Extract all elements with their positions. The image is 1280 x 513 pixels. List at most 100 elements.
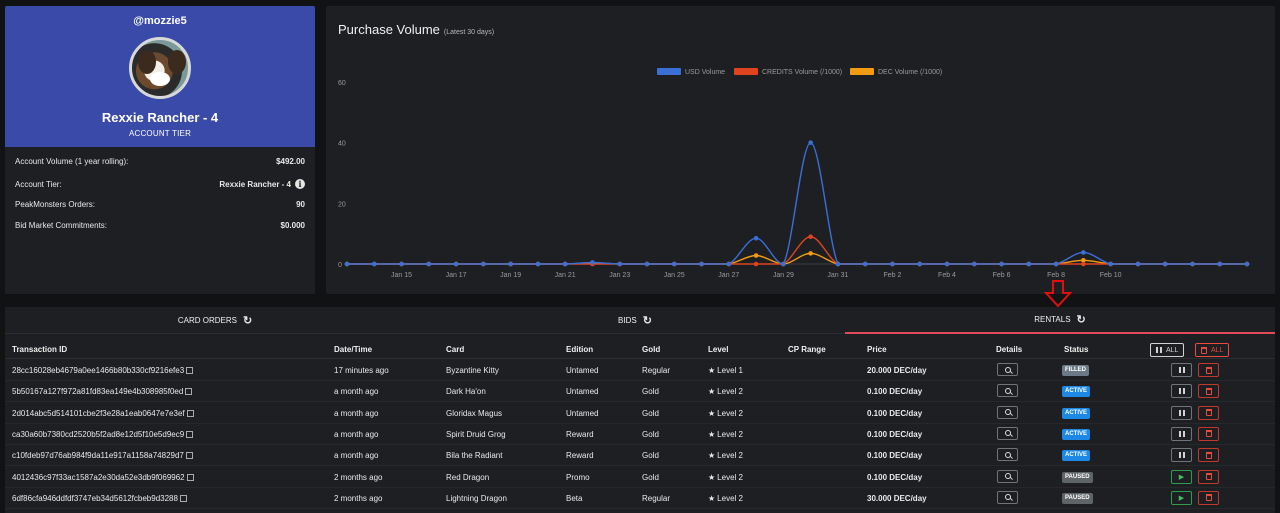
col-transaction-id[interactable]: Transaction ID xyxy=(12,345,68,354)
details-button[interactable] xyxy=(997,405,1018,419)
status-badge: PAUSED xyxy=(1062,492,1093,504)
stat-value: $492.00 xyxy=(276,157,305,166)
delete-button[interactable] xyxy=(1198,490,1219,505)
cell-gold: Gold xyxy=(642,429,659,439)
refresh-icon[interactable]: ↻ xyxy=(242,315,253,327)
cell-card[interactable]: Red Dragon xyxy=(446,472,490,482)
cell-tx[interactable]: 2d014abc5d514101cbe2f3e28a1eab0647e7e3ef xyxy=(12,409,194,418)
external-link-icon[interactable] xyxy=(186,409,194,417)
details-button[interactable] xyxy=(997,384,1018,398)
refresh-icon[interactable]: ↻ xyxy=(642,315,652,327)
pause-button[interactable] xyxy=(1171,448,1192,463)
transaction-id-link[interactable]: 4012436c97f33ac1587a2e30da52e3db9f069962 xyxy=(12,472,185,482)
delete-button[interactable] xyxy=(1198,469,1219,484)
cell-edition: Untamed xyxy=(566,408,599,418)
delete-button[interactable] xyxy=(1198,426,1219,441)
data-point xyxy=(1244,261,1250,267)
cell-tx[interactable]: ca30a60b7380cd2520b5f2ad8e12d5f10e5d9ec9 xyxy=(12,429,194,439)
external-link-icon[interactable] xyxy=(179,494,187,502)
cell-price: 0.100 DEC/day xyxy=(867,408,923,418)
x-tick-label: Jan 17 xyxy=(446,272,467,279)
cell-tx[interactable]: 4012436c97f33ac1587a2e30da52e3db9f069962 xyxy=(12,473,194,482)
delete-button[interactable] xyxy=(1198,448,1219,463)
transaction-id-link[interactable]: c10fdeb97d76ab984f9da11e917a1158a74829d7 xyxy=(12,451,184,461)
transaction-id-link[interactable]: 28cc16028eb4679a0ee1466b80b330cf9216efe3 xyxy=(12,366,185,375)
col-level[interactable]: Level xyxy=(708,345,729,354)
pause-button[interactable] xyxy=(1171,426,1192,441)
cell-card[interactable]: Dark Ha'on xyxy=(446,387,486,397)
cell-tx[interactable]: c10fdeb97d76ab984f9da11e917a1158a74829d7 xyxy=(12,451,193,460)
col-card[interactable]: Card xyxy=(446,345,465,354)
col-date[interactable]: Date/Time xyxy=(334,345,373,354)
data-point xyxy=(371,261,377,267)
external-link-icon[interactable] xyxy=(185,452,193,460)
delete-all-label: ALL xyxy=(1211,346,1224,354)
col-status[interactable]: Status xyxy=(1064,345,1089,354)
pause-button[interactable] xyxy=(1171,384,1192,399)
details-button[interactable] xyxy=(997,426,1018,440)
transaction-id-link[interactable]: ca30a60b7380cd2520b5f2ad8e12d5f10e5d9ec9 xyxy=(12,429,185,439)
pause-button[interactable] xyxy=(1171,363,1192,377)
col-edition[interactable]: Edition xyxy=(566,345,594,354)
external-link-icon[interactable] xyxy=(185,388,193,396)
cell-edition: Promo xyxy=(566,472,590,482)
cell-card[interactable]: Spirit Druid Grog xyxy=(446,429,506,439)
cell-gold: Regular xyxy=(642,493,671,503)
details-button[interactable] xyxy=(997,469,1018,483)
tab-rentals[interactable]: RENTALS ↻ xyxy=(845,307,1275,334)
delete-button[interactable] xyxy=(1198,405,1219,420)
cell-tx[interactable]: 5b50167a127f972a81fd83ea149e4b308985f0ed xyxy=(12,387,193,397)
delete-button[interactable] xyxy=(1198,384,1219,399)
x-tick-label: Feb 10 xyxy=(1100,272,1122,279)
cell-tx[interactable]: 6df86cfa946ddfdf3747eb34d5612fcbeb9d3288 xyxy=(12,494,187,503)
cell-card[interactable]: Bila the Radiant xyxy=(446,451,503,461)
pause-button[interactable] xyxy=(1171,405,1192,420)
cell-level: ★ Level 2 xyxy=(708,473,743,482)
details-button[interactable] xyxy=(997,448,1018,462)
col-gold[interactable]: Gold xyxy=(642,345,661,354)
stat-label: Account Tier: xyxy=(15,179,62,189)
status-badge: ACTIVE xyxy=(1062,428,1091,440)
data-point xyxy=(1162,261,1168,267)
transaction-id-link[interactable]: 5b50167a127f972a81fd83ea149e4b308985f0ed xyxy=(12,387,184,397)
delete-button[interactable] xyxy=(1198,363,1219,377)
data-point xyxy=(808,251,813,256)
x-tick-label: Jan 31 xyxy=(827,272,848,279)
orders-table-card: CARD ORDERS ↻ BIDS ↻ RENTALS ↻ Transaction … xyxy=(5,307,1275,513)
tab-bids[interactable]: BIDS ↻ xyxy=(425,307,845,334)
data-point xyxy=(1217,261,1223,267)
external-link-icon[interactable] xyxy=(186,367,194,374)
cell-card[interactable]: Byzantine Kitty xyxy=(446,366,499,375)
search-icon xyxy=(1004,451,1011,458)
y-tick-label: 40 xyxy=(338,141,346,148)
details-button[interactable] xyxy=(997,363,1018,376)
resume-button[interactable]: ▶ xyxy=(1171,490,1192,505)
col-cp-range[interactable]: CP Range xyxy=(788,345,826,354)
cell-tx[interactable]: 28cc16028eb4679a0ee1466b80b330cf9216efe3 xyxy=(12,366,194,375)
external-link-icon[interactable] xyxy=(186,473,194,481)
external-link-icon[interactable] xyxy=(186,430,194,438)
tab-card-orders[interactable]: CARD ORDERS ↻ xyxy=(5,307,425,334)
transaction-id-link[interactable]: 6df86cfa946ddfdf3747eb34d5612fcbeb9d3288 xyxy=(12,493,178,503)
profile-header: @mozzie5 Rexxie Rancher - 4 ACCOUNT TIER xyxy=(5,6,315,147)
info-icon[interactable]: i xyxy=(295,179,305,189)
pause-all-button[interactable]: ALL xyxy=(1150,343,1185,357)
table-row: 5b50167a127f972a81fd83ea149e4b308985f0ed… xyxy=(5,381,1275,403)
status-badge: FILLED xyxy=(1062,365,1089,376)
level-text: Level 2 xyxy=(717,429,743,439)
data-point xyxy=(753,261,759,267)
data-point xyxy=(644,261,650,267)
table-row: 2d014abc5d514101cbe2f3e28a1eab0647e7e3ef… xyxy=(5,403,1275,424)
col-price[interactable]: Price xyxy=(867,345,887,354)
cell-card[interactable]: Gloridax Magus xyxy=(446,408,503,418)
data-point xyxy=(971,261,977,267)
username[interactable]: @mozzie5 xyxy=(133,15,187,27)
table-row: 28cc16028eb4679a0ee1466b80b330cf9216efe3… xyxy=(5,360,1275,381)
search-icon xyxy=(1004,409,1011,416)
refresh-icon[interactable]: ↻ xyxy=(1076,314,1086,326)
transaction-id-link[interactable]: 2d014abc5d514101cbe2f3e28a1eab0647e7e3ef xyxy=(12,408,185,418)
cell-card[interactable]: Lightning Dragon xyxy=(446,493,507,503)
details-button[interactable] xyxy=(997,490,1018,504)
resume-button[interactable]: ▶ xyxy=(1171,469,1192,484)
delete-all-button[interactable]: ALL xyxy=(1195,343,1230,357)
